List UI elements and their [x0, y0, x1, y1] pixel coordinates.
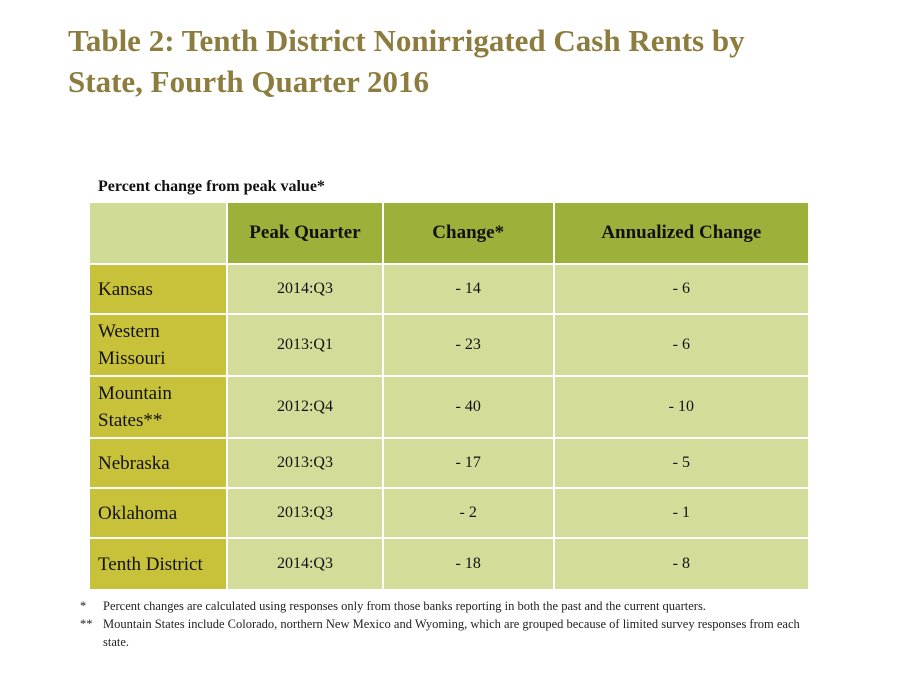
peak-quarter-cell: 2013:Q3	[228, 439, 382, 487]
header-change: Change*	[383, 203, 553, 263]
peak-quarter-cell: 2013:Q3	[228, 489, 382, 537]
annualized-change-cell: - 1	[554, 489, 808, 537]
footnote: ** Mountain States include Colorado, nort…	[80, 617, 800, 649]
table-subtitle: Percent change from peak value*	[98, 178, 325, 195]
peak-quarter-cell: 2013:Q1	[228, 315, 382, 375]
state-cell: Mountain States**	[90, 377, 227, 437]
table-row: Mountain States** 2012:Q4- 40- 10	[90, 377, 808, 437]
change-cell: - 17	[383, 439, 553, 487]
peak-quarter-cell: 2012:Q4	[228, 377, 382, 437]
table-row: Tenth District 2014:Q3- 18- 8	[90, 539, 808, 589]
cash-rents-table: Peak Quarter Change* Annualized Change K…	[88, 201, 810, 591]
annualized-change-cell: - 10	[554, 377, 808, 437]
annualized-change-cell: - 6	[554, 315, 808, 375]
annualized-change-cell: - 5	[554, 439, 808, 487]
change-cell: - 18	[383, 539, 553, 589]
state-cell: Nebraska	[90, 439, 227, 487]
state-cell: Oklahoma	[90, 489, 227, 537]
annualized-change-cell: - 8	[554, 539, 808, 589]
annualized-change-cell: - 6	[554, 265, 808, 313]
table-row: Oklahoma 2013:Q3- 2- 1	[90, 489, 808, 537]
header-row: Peak Quarter Change* Annualized Change	[90, 203, 808, 263]
table-row: Western Missouri 2013:Q1- 23- 6	[90, 315, 808, 375]
page-title: Table 2: Tenth District Nonirrigated Cas…	[68, 23, 745, 99]
change-cell: - 23	[383, 315, 553, 375]
change-cell: - 2	[383, 489, 553, 537]
table-row: Nebraska 2013:Q3- 17- 5	[90, 439, 808, 487]
footnotes: * Percent changes are calculated using re…	[80, 597, 823, 651]
peak-quarter-cell: 2014:Q3	[228, 539, 382, 589]
peak-quarter-cell: 2014:Q3	[228, 265, 382, 313]
footnote: * Percent changes are calculated using re…	[80, 599, 706, 613]
change-cell: - 40	[383, 377, 553, 437]
state-cell: Western Missouri	[90, 315, 227, 375]
state-cell: Kansas	[90, 265, 227, 313]
header-annualized-change: Annualized Change	[554, 203, 808, 263]
header-peak-quarter: Peak Quarter	[228, 203, 382, 263]
state-cell: Tenth District	[90, 539, 227, 589]
change-cell: - 14	[383, 265, 553, 313]
table-row: Kansas 2014:Q3- 14- 6	[90, 265, 808, 313]
header-blank	[90, 203, 227, 263]
